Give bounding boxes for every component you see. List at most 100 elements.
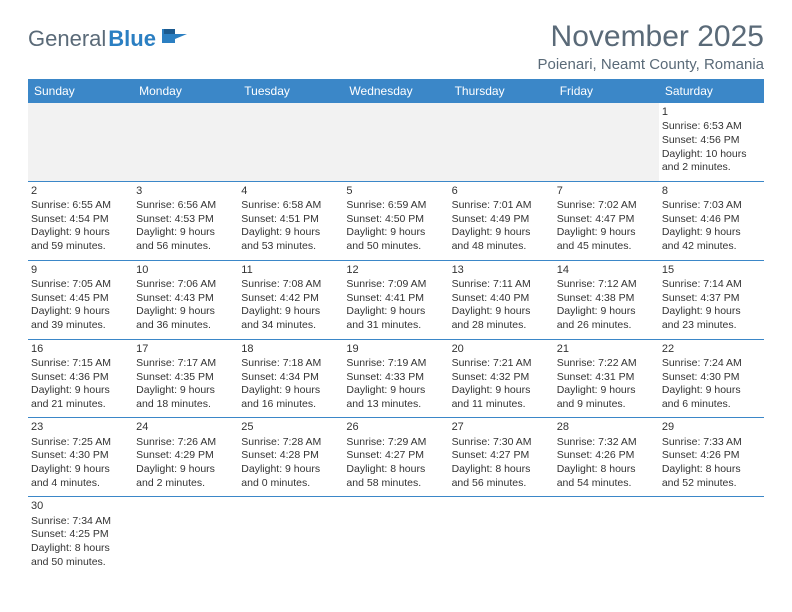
daylight-text: Daylight: 9 hours and 21 minutes.: [31, 384, 130, 411]
day-cell: 11Sunrise: 7:08 AMSunset: 4:42 PMDayligh…: [238, 260, 343, 339]
sunset-text: Sunset: 4:27 PM: [346, 449, 445, 463]
sunset-text: Sunset: 4:34 PM: [241, 371, 340, 385]
location: Poienari, Neamt County, Romania: [538, 56, 765, 73]
sunset-text: Sunset: 4:26 PM: [557, 449, 656, 463]
sunrise-text: Sunrise: 7:25 AM: [31, 436, 130, 450]
day-number: 22: [662, 342, 761, 357]
daylight-text: Daylight: 8 hours and 54 minutes.: [557, 463, 656, 490]
day-number: 13: [452, 263, 551, 278]
sunset-text: Sunset: 4:35 PM: [136, 371, 235, 385]
sunset-text: Sunset: 4:36 PM: [31, 371, 130, 385]
day-number: 30: [31, 499, 130, 514]
day-number: 4: [241, 184, 340, 199]
day-header: Friday: [554, 79, 659, 103]
day-cell: 20Sunrise: 7:21 AMSunset: 4:32 PMDayligh…: [449, 339, 554, 418]
title-block: November 2025 Poienari, Neamt County, Ro…: [538, 20, 765, 73]
day-number: 11: [241, 263, 340, 278]
sunset-text: Sunset: 4:31 PM: [557, 371, 656, 385]
daylight-text: Daylight: 9 hours and 31 minutes.: [346, 305, 445, 332]
day-cell: 16Sunrise: 7:15 AMSunset: 4:36 PMDayligh…: [28, 339, 133, 418]
daylight-text: Daylight: 9 hours and 42 minutes.: [662, 226, 761, 253]
day-cell: 6Sunrise: 7:01 AMSunset: 4:49 PMDaylight…: [449, 181, 554, 260]
sunrise-text: Sunrise: 7:09 AM: [346, 278, 445, 292]
day-number: 10: [136, 263, 235, 278]
sunrise-text: Sunrise: 7:15 AM: [31, 357, 130, 371]
daylight-text: Daylight: 8 hours and 50 minutes.: [31, 542, 130, 569]
day-cell: 14Sunrise: 7:12 AMSunset: 4:38 PMDayligh…: [554, 260, 659, 339]
sunrise-text: Sunrise: 7:14 AM: [662, 278, 761, 292]
day-header: Wednesday: [343, 79, 448, 103]
day-cell: 23Sunrise: 7:25 AMSunset: 4:30 PMDayligh…: [28, 418, 133, 497]
calendar-page: GeneralBlue November 2025 Poienari, Neam…: [0, 0, 792, 575]
sunrise-text: Sunrise: 7:11 AM: [452, 278, 551, 292]
day-cell: 13Sunrise: 7:11 AMSunset: 4:40 PMDayligh…: [449, 260, 554, 339]
sunrise-text: Sunrise: 6:53 AM: [662, 120, 761, 134]
sunset-text: Sunset: 4:56 PM: [662, 134, 761, 148]
day-cell: [28, 103, 133, 181]
sunset-text: Sunset: 4:43 PM: [136, 292, 235, 306]
week-row: 2Sunrise: 6:55 AMSunset: 4:54 PMDaylight…: [28, 181, 764, 260]
week-row: 30Sunrise: 7:34 AMSunset: 4:25 PMDayligh…: [28, 497, 764, 575]
header: GeneralBlue November 2025 Poienari, Neam…: [28, 20, 764, 73]
day-header-row: Sunday Monday Tuesday Wednesday Thursday…: [28, 79, 764, 103]
sunrise-text: Sunrise: 7:29 AM: [346, 436, 445, 450]
week-row: 9Sunrise: 7:05 AMSunset: 4:45 PMDaylight…: [28, 260, 764, 339]
day-cell: 21Sunrise: 7:22 AMSunset: 4:31 PMDayligh…: [554, 339, 659, 418]
day-number: 9: [31, 263, 130, 278]
day-cell: 29Sunrise: 7:33 AMSunset: 4:26 PMDayligh…: [659, 418, 764, 497]
day-cell: 7Sunrise: 7:02 AMSunset: 4:47 PMDaylight…: [554, 181, 659, 260]
day-cell: [343, 103, 448, 181]
day-cell: 9Sunrise: 7:05 AMSunset: 4:45 PMDaylight…: [28, 260, 133, 339]
daylight-text: Daylight: 9 hours and 18 minutes.: [136, 384, 235, 411]
day-number: 25: [241, 420, 340, 435]
logo-text-1: General: [28, 26, 106, 52]
day-number: 7: [557, 184, 656, 199]
day-cell: [133, 497, 238, 575]
day-cell: [449, 497, 554, 575]
sunset-text: Sunset: 4:46 PM: [662, 213, 761, 227]
sunrise-text: Sunrise: 7:08 AM: [241, 278, 340, 292]
day-number: 1: [662, 105, 761, 120]
day-header: Sunday: [28, 79, 133, 103]
sunset-text: Sunset: 4:40 PM: [452, 292, 551, 306]
day-header: Saturday: [659, 79, 764, 103]
daylight-text: Daylight: 9 hours and 0 minutes.: [241, 463, 340, 490]
sunrise-text: Sunrise: 7:05 AM: [31, 278, 130, 292]
day-cell: 8Sunrise: 7:03 AMSunset: 4:46 PMDaylight…: [659, 181, 764, 260]
day-cell: 3Sunrise: 6:56 AMSunset: 4:53 PMDaylight…: [133, 181, 238, 260]
sunrise-text: Sunrise: 7:26 AM: [136, 436, 235, 450]
calendar-body: 1Sunrise: 6:53 AMSunset: 4:56 PM Daylight…: [28, 103, 764, 575]
logo-flag-icon: [162, 25, 188, 51]
daylight-text: Daylight: 8 hours and 56 minutes.: [452, 463, 551, 490]
day-cell: [554, 497, 659, 575]
sunset-text: Sunset: 4:29 PM: [136, 449, 235, 463]
day-cell: 12Sunrise: 7:09 AMSunset: 4:41 PMDayligh…: [343, 260, 448, 339]
daylight-text: Daylight: 9 hours and 16 minutes.: [241, 384, 340, 411]
day-cell: 25Sunrise: 7:28 AMSunset: 4:28 PMDayligh…: [238, 418, 343, 497]
sunrise-text: Sunrise: 7:02 AM: [557, 199, 656, 213]
week-row: 16Sunrise: 7:15 AMSunset: 4:36 PMDayligh…: [28, 339, 764, 418]
daylight-text: Daylight: 9 hours and 28 minutes.: [452, 305, 551, 332]
day-number: 20: [452, 342, 551, 357]
day-header: Monday: [133, 79, 238, 103]
day-number: 15: [662, 263, 761, 278]
sunset-text: Sunset: 4:51 PM: [241, 213, 340, 227]
logo: GeneralBlue: [28, 20, 188, 52]
sunrise-text: Sunrise: 7:17 AM: [136, 357, 235, 371]
day-cell: 5Sunrise: 6:59 AMSunset: 4:50 PMDaylight…: [343, 181, 448, 260]
day-number: 27: [452, 420, 551, 435]
day-cell: 10Sunrise: 7:06 AMSunset: 4:43 PMDayligh…: [133, 260, 238, 339]
sunset-text: Sunset: 4:54 PM: [31, 213, 130, 227]
daylight-text: Daylight: 9 hours and 50 minutes.: [346, 226, 445, 253]
daylight-text: Daylight: 9 hours and 53 minutes.: [241, 226, 340, 253]
calendar-table: Sunday Monday Tuesday Wednesday Thursday…: [28, 79, 764, 575]
daylight-text: Daylight: 9 hours and 23 minutes.: [662, 305, 761, 332]
daylight-text: Daylight: 9 hours and 9 minutes.: [557, 384, 656, 411]
daylight-text: Daylight: 9 hours and 59 minutes.: [31, 226, 130, 253]
day-header: Thursday: [449, 79, 554, 103]
day-number: 17: [136, 342, 235, 357]
sunset-text: Sunset: 4:53 PM: [136, 213, 235, 227]
sunrise-text: Sunrise: 7:06 AM: [136, 278, 235, 292]
day-cell: 22Sunrise: 7:24 AMSunset: 4:30 PMDayligh…: [659, 339, 764, 418]
day-number: 26: [346, 420, 445, 435]
